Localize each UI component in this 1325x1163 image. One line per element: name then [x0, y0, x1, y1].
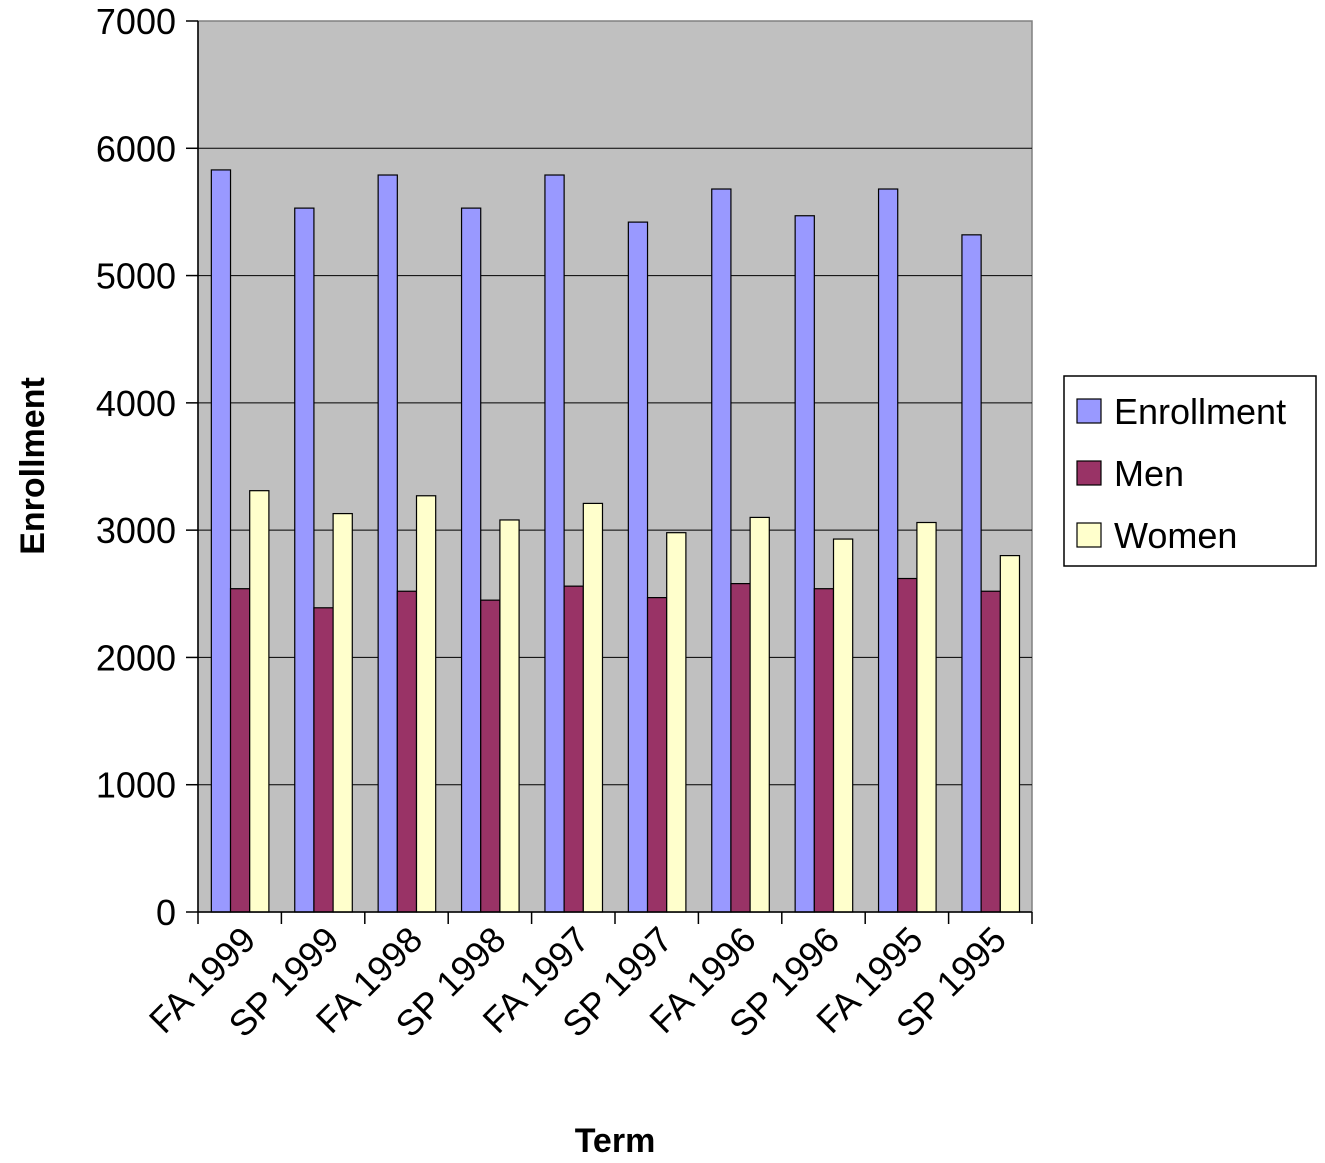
- bars: [210, 169, 1021, 913]
- bar-enrollment-fa-1997: [544, 174, 565, 913]
- bar-women-sp-1997: [666, 532, 687, 913]
- bar-enrollment-fa-1995: [877, 188, 899, 913]
- bar-men-fa-1996: [730, 583, 751, 913]
- bar-enrollment-sp-1997: [627, 221, 649, 913]
- bar-enrollment-fa-1998: [377, 174, 398, 913]
- y-axis-title: Enrollment: [14, 377, 52, 555]
- legend-label-women: Women: [1114, 515, 1237, 556]
- legend-label-enrollment: Enrollment: [1114, 391, 1286, 432]
- bar-women-fa-1996: [749, 516, 770, 913]
- bar-enrollment-sp-1999: [294, 207, 315, 913]
- bar-men-sp-1997: [646, 597, 668, 913]
- axes: [186, 20, 1033, 924]
- bar-women-sp-1999: [332, 512, 353, 913]
- y-tick-label: 6000: [96, 128, 176, 169]
- bar-men-sp-1999: [313, 607, 334, 913]
- bar-men-sp-1995: [980, 590, 1001, 913]
- bar-men-fa-1999: [229, 588, 251, 913]
- bar-enrollment-sp-1996: [794, 215, 815, 913]
- bar-women-fa-1995: [916, 521, 937, 913]
- bar-enrollment-fa-1999: [210, 169, 232, 913]
- legend: Enrollment Men Women: [1063, 375, 1317, 567]
- y-tick-label: 3000: [96, 510, 176, 551]
- bar-men-sp-1998: [480, 599, 501, 913]
- bar-women-sp-1998: [499, 519, 520, 913]
- y-tick-label: 7000: [96, 1, 176, 42]
- x-axis-title: Term: [575, 1122, 656, 1160]
- bar-women-fa-1998: [415, 495, 437, 913]
- bar-men-fa-1995: [897, 577, 918, 913]
- y-tick-label: 2000: [96, 637, 176, 678]
- bar-enrollment-fa-1996: [711, 188, 732, 913]
- y-tick-label: 1000: [96, 765, 176, 806]
- bar-men-fa-1998: [396, 590, 418, 913]
- legend-label-men: Men: [1114, 453, 1184, 494]
- legend-box: [1063, 375, 1317, 567]
- bar-women-fa-1999: [249, 490, 270, 913]
- legend-swatch-women: [1076, 522, 1102, 548]
- legend-swatch-men: [1076, 460, 1102, 486]
- y-tick-label: 0: [156, 892, 176, 933]
- y-tick-label: 4000: [96, 383, 176, 424]
- bar-enrollment-sp-1998: [460, 207, 482, 913]
- bar-enrollment-sp-1995: [961, 234, 982, 913]
- bar-women-fa-1997: [582, 502, 604, 913]
- y-tick-labels: 0 1000 2000 3000 4000 5000 6000 7000: [96, 1, 176, 933]
- y-tick-label: 5000: [96, 256, 176, 297]
- bar-men-fa-1997: [563, 585, 584, 913]
- bar-men-sp-1996: [813, 588, 835, 913]
- bar-women-sp-1996: [832, 538, 854, 913]
- legend-swatch-enrollment: [1076, 398, 1102, 424]
- bar-women-sp-1995: [999, 554, 1021, 913]
